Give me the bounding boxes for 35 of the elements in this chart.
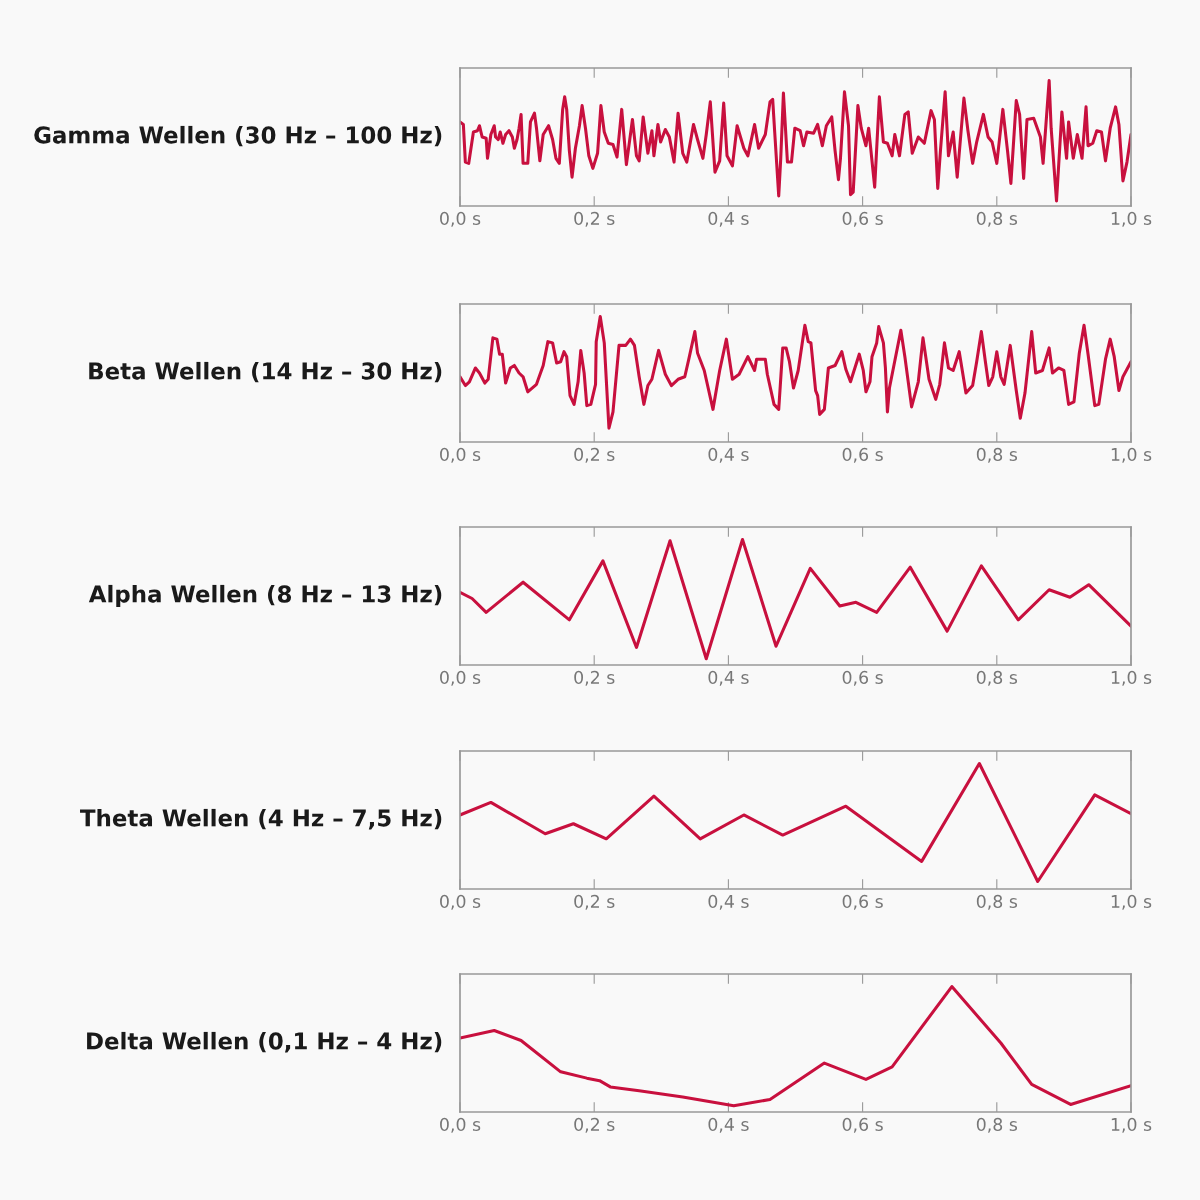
x-tick-label: 0,6 s	[842, 447, 883, 463]
x-tick-label: 1,0 s	[1111, 670, 1152, 686]
x-tick-label: 1,0 s	[1111, 894, 1152, 910]
text: Delta Wellen (0,1 Hz – 4 Hz)	[87, 1031, 442, 1053]
x-tick-label: 0,0 s	[440, 670, 481, 686]
x-tick-label: 0,4 s	[708, 211, 749, 227]
x-tick-label: 0,8 s	[976, 1117, 1018, 1133]
x-tick-label: 0,0 s	[440, 894, 481, 910]
x-tick-label: 0,4 s	[708, 894, 749, 910]
x-tick-label: 0,2 s	[574, 894, 615, 910]
text: Theta Wellen (4 Hz – 7,5 Hz)	[80, 808, 442, 830]
x-tick-label: 0,8 s	[976, 670, 1018, 686]
text: Beta Wellen (14 Hz – 30 Hz)	[89, 361, 442, 383]
x-tick-label: 1,0 s	[1111, 447, 1152, 463]
x-tick-label: 0,4 s	[708, 1117, 749, 1133]
x-tick-label: 0,6 s	[842, 670, 883, 686]
x-tick-label: 1,0 s	[1111, 1117, 1152, 1133]
x-tick-label: 0,6 s	[842, 211, 883, 227]
x-tick-label: 1,0 s	[1111, 211, 1152, 227]
x-tick-label: 0,2 s	[574, 670, 615, 686]
x-tick-label: 0,2 s	[574, 447, 615, 463]
x-tick-label: 0,8 s	[976, 894, 1018, 910]
x-tick-label: 0,8 s	[976, 447, 1018, 463]
text: Gamma Wellen (30 Hz – 100 Hz)	[34, 125, 442, 147]
x-tick-label: 0,2 s	[574, 211, 615, 227]
x-tick-label: 0,6 s	[842, 894, 883, 910]
x-tick-label: 0,4 s	[708, 447, 749, 463]
x-tick-label: 0,8 s	[976, 211, 1018, 227]
text: Alpha Wellen (8 Hz – 13 Hz)	[88, 584, 442, 608]
x-tick-label: 0,0 s	[440, 211, 481, 227]
x-tick-label: 0,0 s	[440, 447, 481, 463]
x-tick-label: 0,0 s	[440, 1117, 481, 1133]
x-tick-label: 0,2 s	[574, 1117, 615, 1133]
x-tick-label: 0,6 s	[842, 1117, 883, 1133]
x-tick-label: 0,4 s	[708, 670, 749, 686]
